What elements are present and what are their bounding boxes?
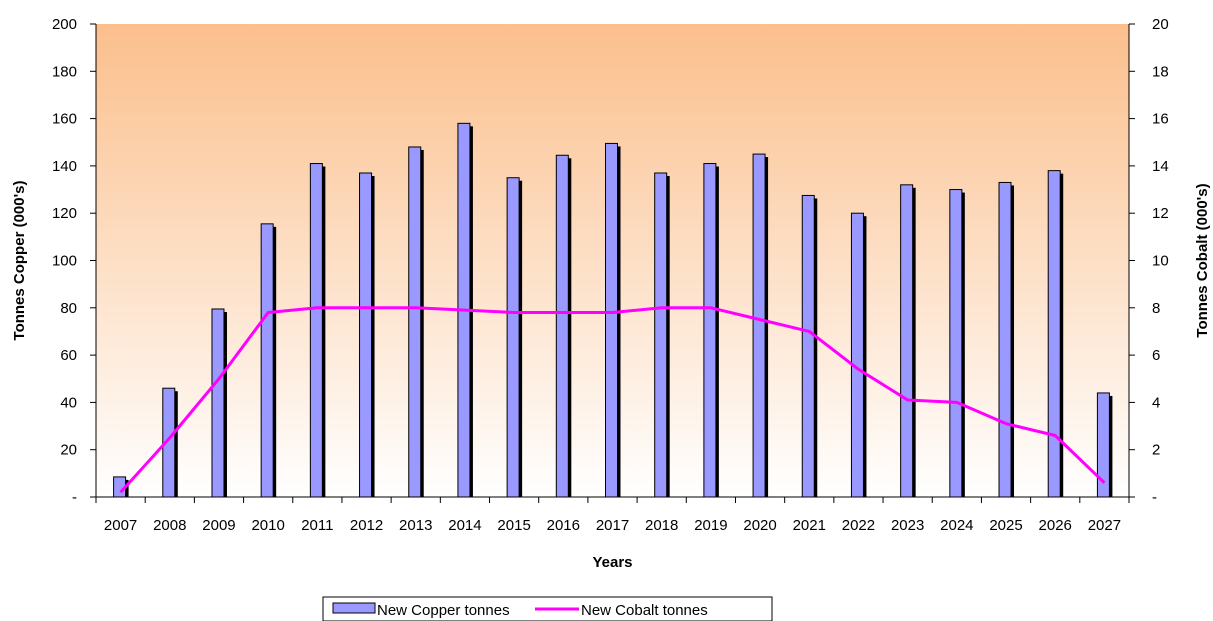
y2-tick-label: 8: [1152, 300, 1160, 317]
x-tick-label: 2011: [301, 517, 333, 534]
y-tick-label: 100: [52, 253, 77, 270]
y2-tick-label: 10: [1152, 253, 1169, 270]
x-tick-label: 2012: [350, 517, 383, 534]
x-tick-label: 2015: [497, 517, 530, 534]
y-tick-label: 20: [60, 442, 77, 459]
bar: [998, 181, 1012, 498]
x-tick-label: 2016: [547, 517, 580, 534]
x-axis-title: Years: [592, 554, 632, 571]
bar: [703, 163, 717, 498]
bar: [605, 142, 618, 498]
y2-tick-label: 4: [1152, 394, 1160, 411]
x-tick-label: 2013: [399, 517, 432, 534]
y-tick-label: -: [72, 489, 77, 506]
legend-label-copper: New Copper tonnes: [377, 602, 510, 619]
x-tick-label: 2020: [743, 517, 776, 534]
bar: [900, 184, 914, 498]
bar: [801, 194, 815, 498]
x-tick-label: 2009: [202, 517, 235, 534]
bar: [408, 146, 422, 498]
bar: [309, 163, 323, 498]
bar: [260, 223, 274, 498]
x-tick-label: 2025: [989, 517, 1022, 534]
y2-tick-label: 14: [1152, 158, 1169, 175]
x-tick-label: 2014: [448, 517, 481, 534]
x-tick-label: 2008: [153, 517, 186, 534]
y-tick-label: 160: [52, 111, 77, 128]
y2-axis-title: Tonnes Cobalt (000's): [1194, 183, 1211, 337]
legend: New Copper tonnes New Cobalt tonnes: [322, 596, 773, 621]
bar: [654, 172, 668, 498]
y2-tick-label: 20: [1152, 16, 1169, 33]
y-tick-label: 200: [52, 16, 77, 33]
bar: [555, 154, 569, 498]
legend-swatch-copper: [332, 602, 376, 614]
y-tick-label: 140: [52, 158, 77, 175]
x-tick-label: 2018: [645, 517, 678, 534]
bar: [211, 308, 225, 498]
bar: [1047, 170, 1061, 498]
y-tick-label: 120: [52, 205, 77, 222]
bar: [850, 212, 864, 498]
y2-tick-label: 6: [1152, 347, 1160, 364]
x-tick-label: 2021: [793, 517, 826, 534]
y2-tick-label: 18: [1152, 63, 1169, 80]
y-tick-label: 60: [60, 347, 77, 364]
bar: [752, 153, 766, 498]
bars-layer: [113, 122, 1113, 498]
x-tick-label: 2022: [842, 517, 875, 534]
legend-label-cobalt: New Cobalt tonnes: [581, 602, 708, 619]
axes-layer: - 20 40 60 80 100 120 140 160 180 200 - 2 4 6 8 10 12 14 16…: [52, 16, 1169, 534]
y2-tick-label: -: [1152, 489, 1157, 506]
x-tick-label: 2027: [1088, 517, 1121, 534]
y2-tick-label: 12: [1152, 205, 1169, 222]
bar: [949, 189, 963, 498]
x-tick-label: 2007: [104, 517, 137, 534]
y2-tick-label: 2: [1152, 442, 1160, 459]
bar: [506, 177, 520, 498]
x-tick-label: 2017: [596, 517, 629, 534]
x-tick-label: 2026: [1039, 517, 1072, 534]
bar: [359, 172, 373, 498]
x-tick-label: 2010: [251, 517, 284, 534]
x-tick-label: 2024: [940, 517, 973, 534]
y2-tick-label: 16: [1152, 111, 1169, 128]
line-layer: [119, 306, 1106, 494]
y-tick-label: 40: [60, 394, 77, 411]
y-tick-label: 180: [52, 63, 77, 80]
y-axis-title: Tonnes Copper (000's): [11, 181, 28, 341]
x-tick-label: 2023: [891, 517, 924, 534]
series-line-cobalt: [119, 306, 1106, 494]
y-tick-label: 80: [60, 300, 77, 317]
x-tick-label: 2019: [694, 517, 727, 534]
